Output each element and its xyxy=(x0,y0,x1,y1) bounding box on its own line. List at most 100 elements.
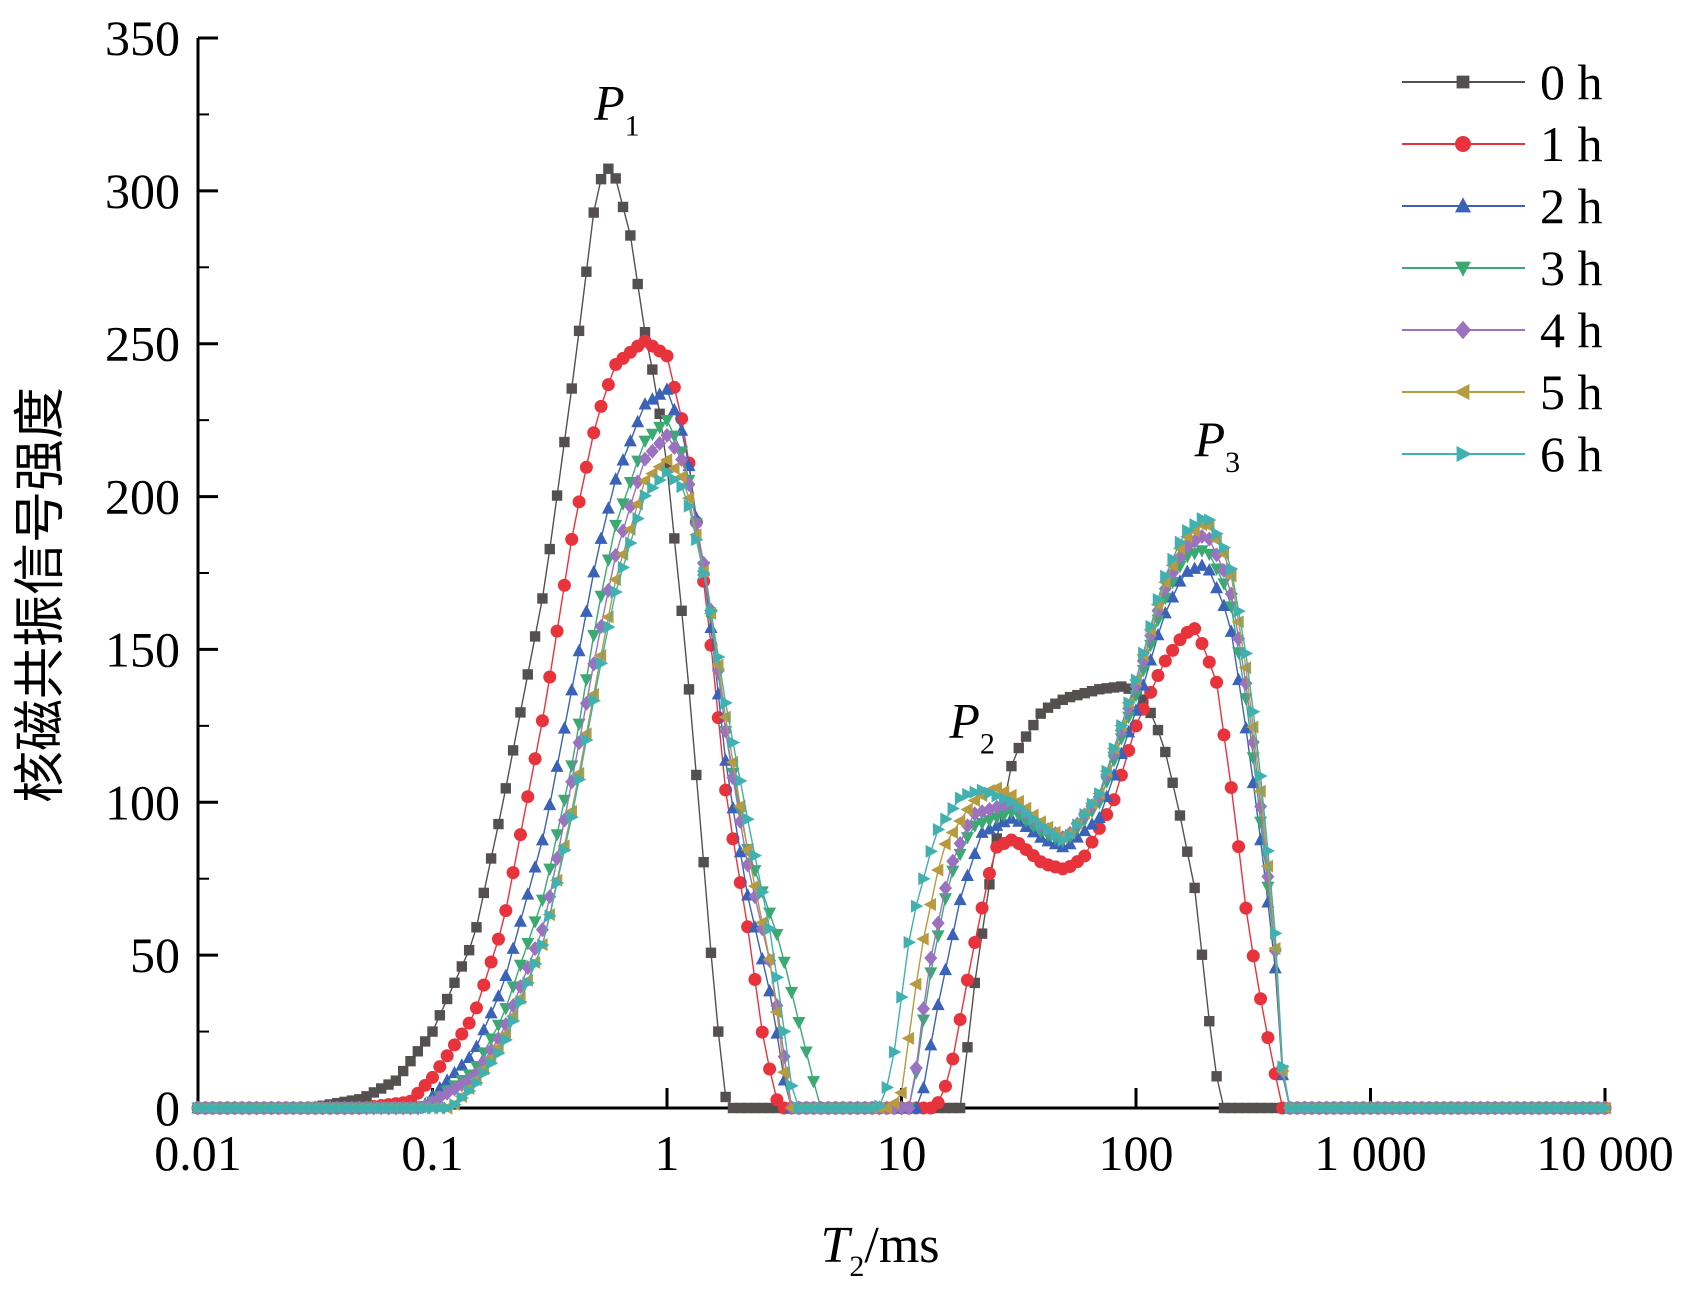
data-point xyxy=(572,495,586,509)
data-point xyxy=(984,786,997,800)
data-point xyxy=(339,1101,352,1115)
data-point xyxy=(477,978,491,992)
data-point xyxy=(507,1014,521,1028)
peak-label: P3 xyxy=(1194,411,1241,479)
data-point xyxy=(1299,1101,1312,1115)
data-point xyxy=(566,383,577,394)
data-point xyxy=(667,440,681,455)
data-point xyxy=(954,1102,966,1114)
data-point xyxy=(1453,1101,1466,1115)
data-point xyxy=(916,1001,930,1017)
data-point xyxy=(866,1101,880,1115)
data-point xyxy=(1035,708,1046,719)
data-point xyxy=(397,1065,409,1077)
data-point xyxy=(1004,788,1017,802)
x-tick-label: 10 000 xyxy=(1536,1125,1674,1181)
data-point xyxy=(1423,1101,1437,1115)
y-tick-label: 350 xyxy=(105,10,180,66)
data-point xyxy=(681,491,695,505)
data-point xyxy=(376,1101,389,1115)
data-point xyxy=(1218,1102,1230,1114)
data-point xyxy=(1202,548,1216,562)
data-point xyxy=(742,1102,753,1114)
data-point xyxy=(565,532,579,546)
data-point xyxy=(1167,552,1180,566)
data-point xyxy=(1292,1101,1305,1115)
data-point xyxy=(947,1102,958,1114)
data-point xyxy=(631,474,645,490)
x-tick-label: 0.1 xyxy=(401,1125,464,1181)
data-point xyxy=(1123,683,1134,694)
data-point xyxy=(521,790,535,804)
data-point xyxy=(982,822,996,835)
data-point xyxy=(610,585,623,599)
data-point xyxy=(499,968,513,981)
data-point xyxy=(1226,562,1239,576)
y-tick-label: 50 xyxy=(130,927,180,983)
data-point xyxy=(1261,1031,1275,1045)
data-point xyxy=(405,1055,416,1067)
data-point xyxy=(471,922,482,933)
data-point xyxy=(769,1005,783,1019)
data-point xyxy=(1064,828,1078,842)
data-point xyxy=(1592,1101,1605,1115)
data-point xyxy=(1526,1101,1539,1115)
legend-marker xyxy=(1455,261,1471,277)
data-point xyxy=(639,489,653,503)
data-point xyxy=(579,674,593,687)
legend-item: 4 h xyxy=(1402,302,1603,358)
data-point xyxy=(823,1101,836,1115)
data-point xyxy=(1216,547,1230,561)
data-point xyxy=(924,1038,938,1051)
data-point xyxy=(529,631,541,642)
data-point xyxy=(1188,548,1202,561)
data-point xyxy=(595,656,609,670)
data-point xyxy=(924,950,938,966)
data-point xyxy=(1217,728,1231,742)
data-point xyxy=(1042,702,1054,713)
data-point xyxy=(493,818,504,830)
data-point xyxy=(1086,686,1098,697)
data-point xyxy=(801,1101,814,1115)
data-point xyxy=(1152,593,1166,607)
data-point xyxy=(609,547,623,563)
data-point xyxy=(280,1101,294,1115)
data-point xyxy=(288,1101,301,1115)
data-point xyxy=(1489,1101,1503,1115)
data-point xyxy=(302,1101,316,1115)
series-5 xyxy=(190,453,1611,1115)
data-point xyxy=(747,879,761,893)
legend-marker xyxy=(1455,136,1471,152)
data-point xyxy=(528,860,542,873)
data-point xyxy=(477,1022,491,1036)
data-point xyxy=(733,844,747,858)
data-point xyxy=(484,1006,498,1019)
data-point xyxy=(513,959,527,973)
data-point xyxy=(214,1101,228,1115)
x-axis-title-sub: 2 xyxy=(849,1250,864,1283)
data-point xyxy=(222,1101,235,1115)
data-point xyxy=(997,809,1011,823)
y-tick-label: 200 xyxy=(105,469,180,525)
data-point xyxy=(1211,527,1224,541)
data-point xyxy=(1195,558,1209,571)
data-point xyxy=(808,1101,821,1115)
data-point xyxy=(998,792,1012,806)
data-point xyxy=(660,414,674,428)
data-point xyxy=(952,814,966,828)
legend-marker xyxy=(1456,446,1472,462)
data-point xyxy=(1204,513,1217,527)
data-point xyxy=(735,774,748,788)
data-point xyxy=(506,866,520,880)
data-point xyxy=(1028,719,1039,731)
data-point xyxy=(390,1075,402,1086)
series-2 xyxy=(191,382,1612,1114)
data-point xyxy=(887,1100,901,1116)
data-point xyxy=(623,522,636,536)
data-point xyxy=(990,812,1004,825)
data-point xyxy=(771,1102,783,1114)
data-point xyxy=(579,604,593,617)
data-point xyxy=(616,453,630,466)
data-point xyxy=(742,812,755,826)
